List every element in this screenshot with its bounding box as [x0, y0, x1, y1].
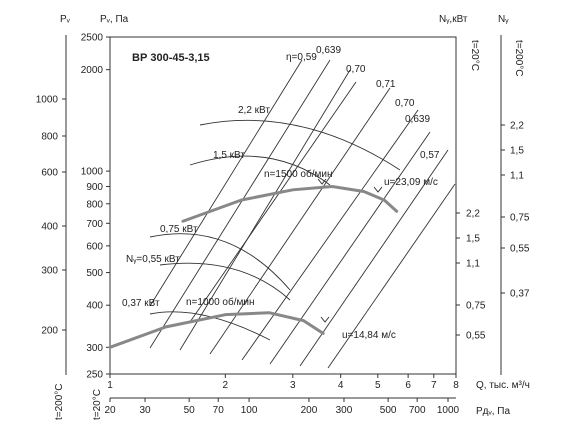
ny200-tick-label: 0,55 — [510, 244, 530, 255]
efficiency-ray — [189, 81, 357, 323]
pv-tick-label: 700 — [86, 219, 103, 230]
pdv-tick-label: 500 — [380, 405, 397, 416]
ny20-tick-label: 1,1 — [466, 259, 480, 270]
efficiency-ray — [269, 131, 431, 365]
pv200-tick-label: 1000 — [36, 95, 59, 106]
pdv-tick-label: 100 — [241, 405, 258, 416]
ny20-tick-label: 1,5 — [466, 234, 480, 245]
efficiency-ray — [149, 59, 331, 349]
efficiency-label: 0,71 — [376, 79, 396, 90]
ny200-tick-label: 0,75 — [510, 213, 530, 224]
pdv-tick-label: 200 — [301, 405, 318, 416]
power-label: 0,75 кВт — [160, 224, 198, 235]
pdv-tick-label: 300 — [336, 405, 353, 416]
pdv-tick-label: 50 — [184, 405, 196, 416]
ny200-tick-label: 1,1 — [510, 171, 524, 182]
efficiency-ray — [149, 59, 303, 307]
pdv-tick-label: 1000 — [437, 405, 460, 416]
efficiency-ray — [241, 109, 419, 361]
pv200-tick-label: 300 — [41, 266, 58, 277]
power-curve — [199, 119, 401, 171]
efficiency-ray — [299, 149, 449, 367]
velocity-label: u=23,09 м/с — [384, 177, 438, 188]
pv-tick-label: 1000 — [81, 167, 104, 178]
efficiency-ray — [209, 87, 391, 355]
efficiency-label: η=0,59 — [286, 52, 317, 63]
pv-tick-label: 500 — [86, 268, 103, 279]
velocity-label: u=14,84 м/с — [342, 330, 396, 341]
efficiency-label: 0,639 — [316, 45, 341, 56]
power-curve — [149, 233, 291, 291]
ny200-tick-label: 2,2 — [510, 121, 524, 132]
q-axis-label: Q, тыс. м³/ч — [476, 380, 530, 391]
efficiency-label: 0,70 — [346, 64, 366, 75]
power-curve — [189, 155, 331, 186]
power-label: Nᵧ=0,55 кВт — [126, 254, 180, 265]
pv-tick-label: 600 — [86, 241, 103, 252]
power-label: 2,2 кВт — [238, 105, 270, 116]
power-curve — [149, 311, 271, 341]
pdv-axis-label: Pдᵥ, Па — [476, 406, 510, 417]
speed-label: n=1000 об/мин — [186, 296, 254, 308]
efficiency-label: 0,639 — [405, 114, 430, 125]
t20-right-label: t=20°С — [469, 40, 480, 71]
curve-layer — [108, 185, 399, 349]
q-tick-label: 6 — [405, 380, 411, 391]
speed-curve-1000 — [108, 311, 325, 349]
pdv-tick-label: 20 — [104, 405, 116, 416]
pv-axis-label: Pᵥ, Па — [100, 14, 129, 25]
q-tick-label: 3 — [290, 380, 296, 391]
speed-curve-1500 — [181, 185, 399, 223]
pv200-axis-label: Pᵥ — [60, 14, 71, 25]
grid-layer — [149, 59, 456, 369]
pdv-tick-label: 700 — [409, 405, 426, 416]
pv200-tick-label: 600 — [41, 168, 58, 179]
power-label: 1,5 кВт — [213, 150, 245, 161]
efficiency-ray — [179, 69, 351, 351]
plot-frame — [109, 36, 457, 375]
pv200-tick-label: 200 — [41, 326, 58, 337]
pv200-tick-label: 400 — [41, 222, 58, 233]
ny200-tick-label: 1,5 — [510, 146, 524, 157]
pv-tick-label: 2500 — [81, 33, 104, 44]
pv-tick-label: 900 — [86, 182, 103, 193]
ny20-tick-label: 2,2 — [466, 209, 480, 220]
pv-tick-label: 800 — [86, 199, 103, 210]
q-tick-label: 1 — [107, 380, 113, 391]
pv-tick-label: 300 — [86, 343, 103, 354]
axes-layer: 2503004005006007008009001000200025002003… — [36, 33, 530, 417]
point-marker — [317, 178, 327, 185]
point-marker — [373, 186, 383, 193]
chart-title: ВР 300-45-3,15 — [132, 52, 210, 64]
power-curve — [159, 262, 291, 301]
efficiency-ray — [327, 183, 456, 369]
q-tick-label: 2 — [223, 380, 229, 391]
ny200-axis-label: Nᵧ — [498, 14, 509, 25]
t200-left-label: t=200°С — [54, 383, 65, 420]
efficiency-label: 0,70 — [395, 98, 415, 109]
pdv-tick-label: 30 — [139, 405, 151, 416]
point-marker — [320, 316, 330, 323]
t20-bottom-left-label: t=20°С — [92, 389, 103, 420]
pv-tick-label: 2000 — [81, 65, 104, 76]
pdv-tick-label: 70 — [213, 405, 225, 416]
speed-label: n=1500 об/мин — [264, 168, 332, 180]
ny20-tick-label: 0,75 — [466, 301, 486, 312]
ny200-tick-label: 0,37 — [510, 289, 530, 300]
q-tick-label: 5 — [375, 380, 381, 391]
pv-tick-label: 400 — [86, 301, 103, 312]
q-tick-label: 8 — [453, 380, 459, 391]
ny20-tick-label: 0,55 — [466, 331, 486, 342]
ny20-axis-label: Nᵧ,кВт — [439, 14, 468, 25]
power-label: 0,37 кВт — [122, 298, 160, 309]
pv-tick-label: 250 — [86, 370, 103, 381]
q-tick-label: 7 — [431, 380, 437, 391]
t200-right-label: t=200°С — [513, 40, 524, 77]
efficiency-label: 0,57 — [420, 150, 440, 161]
q-tick-label: 4 — [338, 380, 344, 391]
pv200-tick-label: 800 — [41, 132, 58, 143]
